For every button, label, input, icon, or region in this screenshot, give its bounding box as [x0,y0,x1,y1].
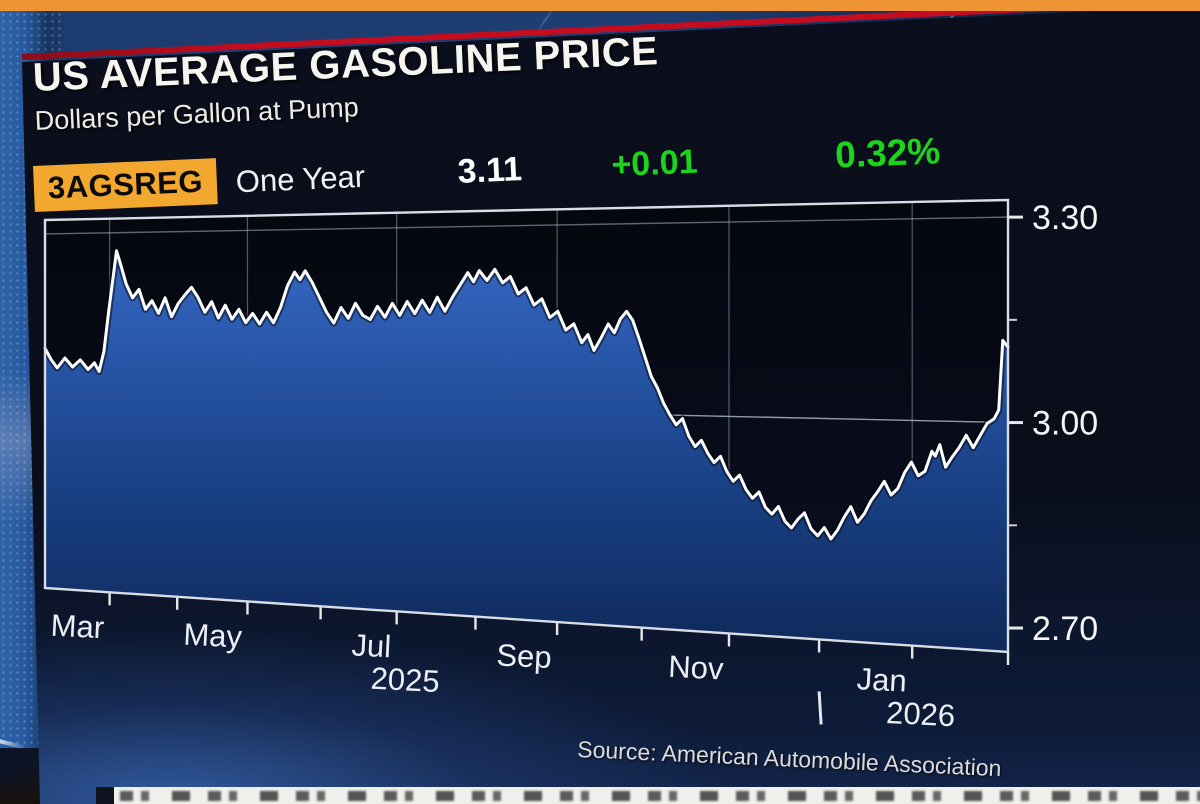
last-price: 3.11 [456,150,523,191]
y-tick-label: 3.00 [1032,405,1098,443]
price-line [43,249,1010,541]
bottom-ticker-strip [114,787,1200,804]
blurred-ticker-text [120,791,1200,801]
y-gridline [44,216,1009,235]
x-axis: Mar May Jul Sep Nov Jan 2025 2026 [50,201,1010,733]
area-series [45,250,1008,653]
range-label: One Year [235,158,366,200]
ticker-badge: 3AGSREG [33,158,218,212]
strip-gap [96,787,114,804]
price-change: +0.01 [610,142,699,185]
price-change-percent: 0.32% [834,130,941,176]
y-tick-label: 2.70 [1032,610,1098,648]
x-tick-label: Mar [50,608,105,646]
x-tick-label: Jul [351,627,392,664]
year-label: 2026 [885,695,956,733]
top-orange-bar [0,0,1200,11]
x-tick-label: Nov [668,649,725,687]
y-tick-label: 3.30 [1032,199,1098,237]
year-label: 2025 [370,661,441,699]
x-tick-label: May [183,617,244,655]
x-tick-label: Sep [496,637,553,675]
year-divider [817,691,823,725]
chart-frame [43,198,1010,654]
x-tick-label: Jan [856,661,908,698]
